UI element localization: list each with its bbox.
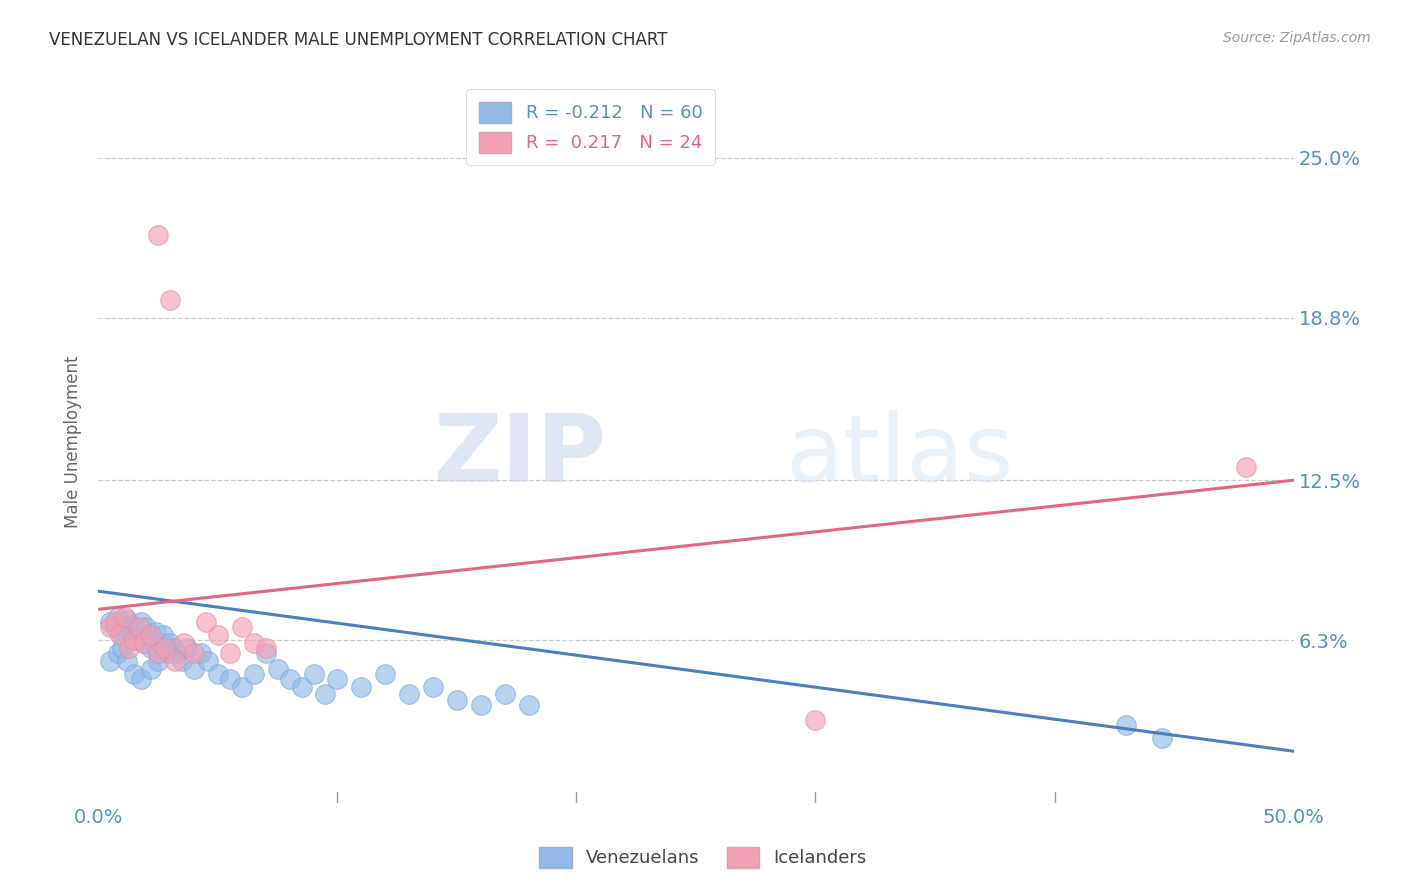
Point — [1115, 718, 1137, 732]
Point — [125, 633, 148, 648]
Point — [159, 293, 181, 307]
Point — [135, 620, 157, 634]
Y-axis label: Male Unemployment: Male Unemployment — [65, 355, 83, 528]
Point — [115, 613, 138, 627]
Point — [155, 640, 177, 655]
Point — [121, 625, 143, 640]
Point — [446, 692, 468, 706]
Point — [374, 666, 396, 681]
Point — [124, 666, 146, 681]
Legend: R = -0.212   N = 60, R =  0.217   N = 24: R = -0.212 N = 60, R = 0.217 N = 24 — [465, 89, 714, 165]
Point — [163, 654, 186, 668]
Point — [183, 662, 205, 676]
Point — [149, 636, 172, 650]
Point — [350, 680, 373, 694]
Point — [139, 628, 162, 642]
Point — [1234, 460, 1257, 475]
Point — [132, 636, 155, 650]
Text: Source: ZipAtlas.com: Source: ZipAtlas.com — [1223, 31, 1371, 45]
Point — [124, 633, 146, 648]
Point — [104, 620, 127, 634]
Point — [156, 646, 179, 660]
Point — [267, 662, 290, 676]
Point — [104, 615, 127, 630]
Point — [107, 646, 129, 660]
Point — [148, 654, 170, 668]
Point — [243, 666, 266, 681]
Point — [315, 687, 337, 701]
Point — [131, 615, 153, 630]
Text: VENEZUELAN VS ICELANDER MALE UNEMPLOYMENT CORRELATION CHART: VENEZUELAN VS ICELANDER MALE UNEMPLOYMEN… — [49, 31, 668, 49]
Point — [162, 640, 184, 655]
Point — [254, 640, 277, 655]
Point — [183, 646, 205, 660]
Point — [98, 615, 122, 630]
Point — [278, 672, 301, 686]
Point — [219, 646, 242, 660]
Point — [128, 620, 150, 634]
Point — [219, 672, 242, 686]
Point — [172, 654, 194, 668]
Point — [155, 640, 177, 655]
Point — [118, 617, 141, 632]
Point — [139, 662, 162, 676]
Point — [148, 228, 170, 243]
Point — [111, 640, 134, 655]
Point — [326, 672, 349, 686]
Point — [124, 620, 146, 634]
Point — [114, 620, 136, 634]
Point — [302, 666, 325, 681]
Point — [118, 640, 141, 655]
Point — [138, 628, 160, 642]
Point — [148, 646, 170, 660]
Point — [422, 680, 444, 694]
Point — [98, 654, 122, 668]
Point — [470, 698, 492, 712]
Point — [207, 628, 229, 642]
Point — [107, 610, 129, 624]
Point — [243, 636, 266, 650]
Point — [159, 636, 181, 650]
Point — [114, 610, 136, 624]
Text: ZIP: ZIP — [433, 410, 606, 502]
Point — [176, 640, 198, 655]
Point — [494, 687, 516, 701]
Point — [142, 633, 165, 648]
Point — [98, 620, 122, 634]
Legend: Venezuelans, Icelanders: Venezuelans, Icelanders — [529, 836, 877, 879]
Point — [152, 628, 174, 642]
Point — [132, 636, 155, 650]
Point — [166, 646, 188, 660]
Point — [131, 672, 153, 686]
Point — [197, 654, 219, 668]
Point — [804, 713, 827, 727]
Point — [254, 646, 277, 660]
Point — [108, 628, 131, 642]
Point — [398, 687, 420, 701]
Point — [128, 628, 150, 642]
Point — [148, 646, 170, 660]
Point — [111, 628, 134, 642]
Point — [190, 646, 212, 660]
Point — [115, 654, 138, 668]
Point — [173, 636, 195, 650]
Point — [291, 680, 314, 694]
Point — [145, 625, 167, 640]
Point — [207, 666, 229, 681]
Point — [139, 640, 162, 655]
Point — [517, 698, 540, 712]
Point — [231, 680, 253, 694]
Text: atlas: atlas — [786, 410, 1014, 502]
Point — [1152, 731, 1174, 746]
Point — [195, 615, 218, 630]
Point — [231, 620, 253, 634]
